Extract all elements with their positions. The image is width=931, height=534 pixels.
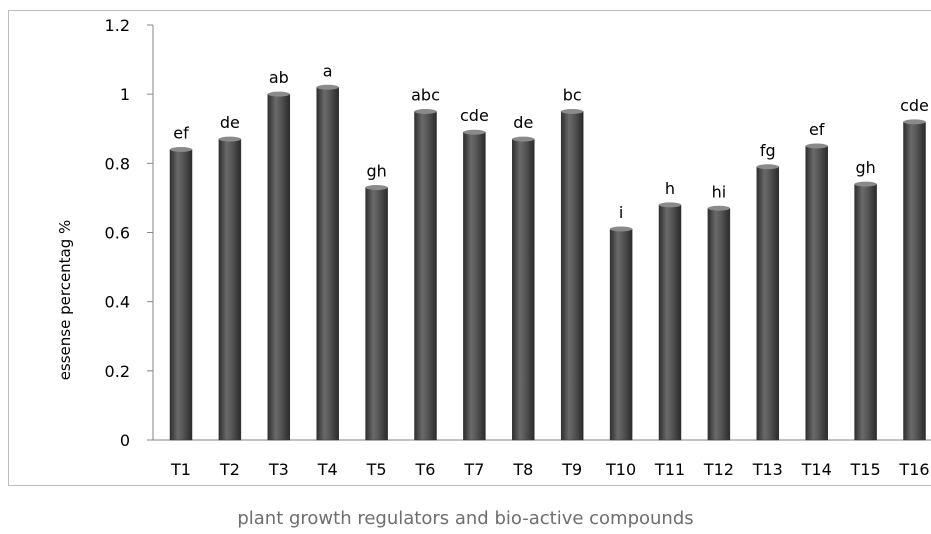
bar-top <box>365 185 388 191</box>
data-label: fg <box>760 141 776 160</box>
bar-top <box>561 108 584 114</box>
data-label: ab <box>269 68 289 87</box>
bar-top <box>707 205 730 211</box>
data-label: ef <box>173 124 189 143</box>
bar-layer <box>169 84 926 441</box>
x-tick-label: T11 <box>654 460 685 479</box>
x-tick-label: T15 <box>850 460 881 479</box>
y-tick-label: 1 <box>120 85 130 104</box>
data-label: gh <box>366 162 386 181</box>
data-label: h <box>665 179 675 198</box>
data-label: hi <box>712 182 727 201</box>
x-tick-label: T3 <box>268 460 289 479</box>
data-label: ef <box>809 120 825 139</box>
x-tick-label: T13 <box>752 460 783 479</box>
bar-top <box>659 202 681 208</box>
x-tick-label: T2 <box>219 460 240 479</box>
x-tick-label: T8 <box>512 460 533 479</box>
bar-t12 <box>707 208 731 441</box>
bar-t9 <box>560 111 584 441</box>
x-axis-title: plant growth regulators and bio-active c… <box>237 508 694 529</box>
bar-top <box>218 136 241 142</box>
bar-t5 <box>365 187 388 441</box>
bar-t1 <box>169 149 193 441</box>
bar-t14 <box>805 145 828 441</box>
y-tick-label: 0.2 <box>105 362 130 381</box>
y-tick-label: 0.6 <box>105 224 130 243</box>
x-tick-label: T4 <box>317 460 338 479</box>
bar-top <box>316 84 339 90</box>
x-tick-label: T16 <box>898 460 929 479</box>
bar-top <box>610 226 633 232</box>
bar-t7 <box>463 131 486 441</box>
bar-t16 <box>903 121 926 441</box>
x-tick-label: T9 <box>561 460 582 479</box>
y-tick-label: 1.2 <box>105 16 130 35</box>
x-tick-label: T10 <box>605 460 636 479</box>
bar-t13 <box>756 166 780 441</box>
data-label: gh <box>855 158 875 177</box>
bar-top <box>805 143 828 149</box>
bar-top <box>463 129 486 135</box>
data-label: a <box>323 61 333 80</box>
bar-top <box>903 119 926 125</box>
x-tick-label: T12 <box>703 460 734 479</box>
bar-t11 <box>658 204 682 441</box>
bar-top <box>267 91 290 97</box>
chart-frame <box>8 10 931 486</box>
bar-t10 <box>609 228 633 441</box>
bar-t15 <box>854 183 877 441</box>
data-label: de <box>513 113 533 132</box>
x-tick-label: T1 <box>170 460 191 479</box>
bar-t6 <box>414 111 437 441</box>
bar-top <box>170 147 192 152</box>
bar-top <box>854 181 877 187</box>
y-tick-label: 0 <box>120 431 130 450</box>
data-label: cde <box>900 96 929 115</box>
bar-t8 <box>512 138 535 441</box>
bar-top <box>414 108 437 114</box>
data-label: cde <box>460 106 489 125</box>
y-tick-label: 0.8 <box>105 154 130 173</box>
x-tick-label: T6 <box>415 460 436 479</box>
x-tick-label: T5 <box>366 460 387 479</box>
bar-t3 <box>267 93 291 441</box>
x-tick-label: T14 <box>801 460 832 479</box>
data-label: abc <box>411 85 440 104</box>
bar-top <box>756 164 779 170</box>
bar-t4 <box>316 87 339 441</box>
data-label: bc <box>563 85 582 104</box>
y-axis-title: essense percentag % <box>56 220 74 381</box>
data-label: i <box>619 203 623 222</box>
label-layer: T1 ef T2 de T3 ab T4 a T5 gh T6 abc T7 cde T8 de T9 bc T10… <box>170 61 930 479</box>
y-tick-label: 0.4 <box>105 293 130 312</box>
x-tick-label: T7 <box>463 460 484 479</box>
bar-top <box>512 136 535 142</box>
bar-t2 <box>218 138 242 441</box>
data-label: de <box>220 113 240 132</box>
